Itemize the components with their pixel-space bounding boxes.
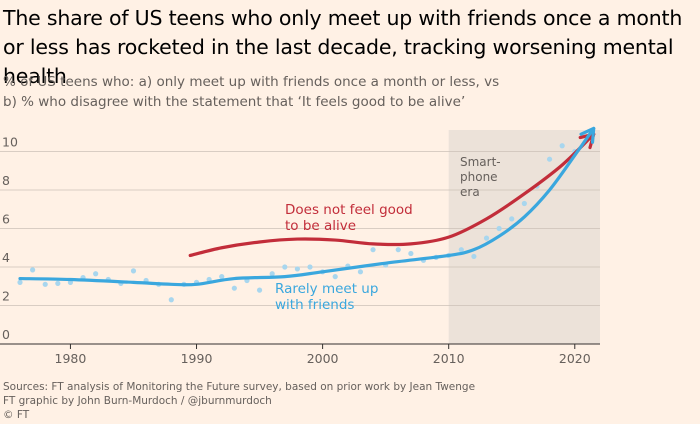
scatter-point — [370, 247, 376, 253]
scatter-point — [509, 216, 515, 222]
smartphone-era-label: Smart-phone era — [460, 155, 501, 199]
scatter-point — [483, 235, 490, 241]
y-tick-label: 4 — [2, 250, 10, 265]
scatter-point — [219, 274, 225, 280]
scatter-point — [130, 268, 137, 274]
scatter-point — [42, 281, 48, 287]
scatter-point — [395, 247, 401, 253]
scatter-point — [30, 267, 36, 273]
x-tick-label: 2000 — [307, 351, 339, 366]
subtitle-line-2: b) % who disagree with the statement tha… — [3, 94, 466, 110]
scatter-point — [294, 266, 300, 272]
copyright-note: © FT — [3, 409, 30, 421]
y-tick-label: 6 — [2, 212, 10, 227]
scatter-point — [332, 274, 338, 280]
x-tick-label: 1980 — [55, 351, 87, 366]
scatter-point — [93, 271, 99, 277]
y-tick-label: 2 — [2, 289, 10, 304]
scatter-point — [559, 143, 565, 149]
meet-up-series-arrowhead — [579, 126, 596, 144]
scatter-point — [282, 264, 288, 270]
chart-subtitle: % of US teens who: a) only meet up with … — [3, 72, 697, 112]
scatter-point — [546, 156, 553, 162]
x-tick-label: 2010 — [433, 351, 465, 366]
x-tick-label: 2020 — [559, 351, 591, 366]
chart-title: The share of US teens who only meet up w… — [3, 6, 683, 88]
scatter-point — [458, 247, 464, 253]
scatter-point — [471, 253, 477, 260]
source-note: Sources: FT analysis of Monitoring the F… — [3, 381, 476, 393]
scatter-point — [496, 225, 502, 232]
meet-up-series-label: Rarely meet up with friends — [275, 281, 378, 313]
subtitle-line-1: % of US teens who: a) only meet up with … — [3, 74, 500, 90]
scatter-point — [307, 264, 313, 270]
feel-good-series-line — [188, 132, 596, 258]
scatter-point — [17, 279, 23, 285]
smartphone-era-shading — [448, 130, 600, 344]
scatter-point — [521, 200, 527, 207]
meet-up-series-line — [18, 126, 596, 287]
chart-footer: Sources: FT analysis of Monitoring the F… — [3, 380, 475, 422]
scatter-point — [168, 297, 174, 303]
scatter-point — [269, 271, 275, 277]
scatter-point — [55, 280, 61, 286]
feel-good-series-label: Does not feel good to be alive — [285, 202, 413, 234]
scatter-point — [256, 287, 263, 293]
credit-note: FT graphic by John Burn-Murdoch / @jburn… — [3, 395, 272, 407]
x-tick-label: 1990 — [181, 351, 213, 366]
scatter-point — [408, 250, 414, 257]
y-tick-label: 8 — [2, 173, 10, 188]
scatter-point — [357, 269, 364, 275]
y-tick-label: 0 — [2, 327, 10, 342]
scatter-point — [231, 285, 237, 291]
y-tick-label: 10 — [2, 135, 18, 150]
